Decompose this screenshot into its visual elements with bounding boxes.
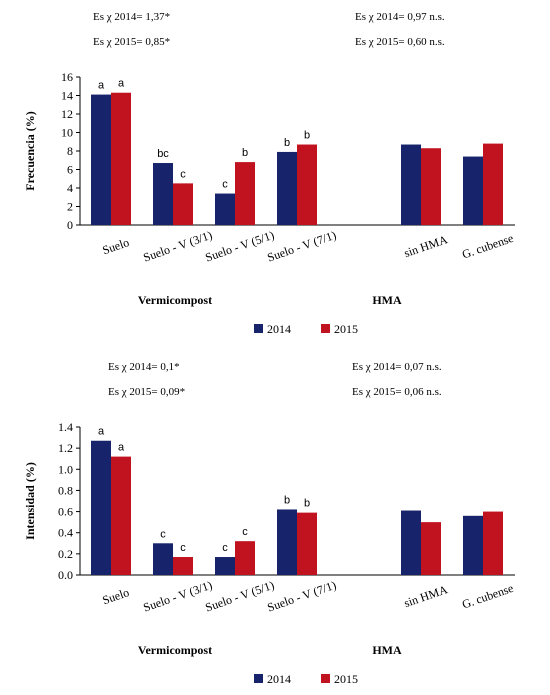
chart2-bar-2015-1 (111, 456, 131, 575)
chart1-y-tick-label: 6 (67, 163, 73, 177)
chart2-bar-2014-1 (91, 440, 111, 575)
chart2-bar-2015-3 (235, 541, 255, 575)
chart1-bar-2014-7 (463, 156, 483, 225)
chart1-legend-label-2015: 2015 (334, 322, 358, 336)
chart1-significance-letter: c (222, 179, 228, 191)
chart1-y-tick-label: 2 (67, 200, 73, 214)
chart1-significance-letter: b (304, 130, 310, 142)
chart2-group-label-2: HMA (372, 643, 402, 657)
chart2-y-tick-label: 0.2 (58, 547, 73, 561)
chart2-stat-text-4: Es χ 2015= 0,06 n.s. (352, 386, 442, 398)
chart2-bar-2014-6 (401, 510, 421, 575)
chart1-bar-2014-6 (401, 144, 421, 225)
chart1-x-tick-label: sin HMA (402, 232, 449, 260)
chart1-stat-text-1: Es χ 2014= 1,37* (93, 11, 170, 23)
chart1-significance-letter: c (180, 168, 186, 180)
chart2-x-tick-label: sin HMA (402, 582, 449, 610)
chart1-y-tick-label: 10 (61, 126, 73, 140)
chart2-stat-text-1: Es χ 2014= 0,1* (108, 361, 180, 373)
chart2-group-label-1: Vermicompost (138, 643, 212, 657)
chart1-bar-2014-3 (215, 193, 235, 225)
chart2-y-tick-label: 0.0 (58, 568, 73, 582)
chart2-stat-text-3: Es χ 2014= 0,07 n.s. (352, 361, 442, 373)
chart1-group-label-2: HMA (372, 293, 402, 307)
chart2-x-tick-label: Suelo - V (5/1) (203, 578, 276, 615)
chart1-significance-letter: b (242, 147, 248, 159)
chart2-y-tick-label: 0.4 (58, 526, 73, 540)
chart1-legend-label-2014: 2014 (267, 322, 291, 336)
chart2-y-tick-label: 0.8 (58, 483, 73, 497)
chart2-legend-label-2014: 2014 (267, 672, 291, 686)
chart2-bar-2015-6 (421, 522, 441, 575)
chart1-bar-2015-3 (235, 162, 255, 225)
chart2-x-tick-label: Suelo (100, 585, 130, 607)
chart1-stat-text-4: Es χ 2015= 0,60 n.s. (355, 36, 445, 48)
chart1-y-tick-label: 0 (67, 218, 73, 232)
chart2-x-tick-label: G. cubense (460, 581, 515, 612)
chart2-x-tick-label: Suelo - V (7/1) (265, 578, 338, 615)
chart1-x-tick-label: Suelo - V (7/1) (265, 228, 338, 265)
chart1-group-label-1: Vermicompost (138, 293, 212, 307)
chart1-y-tick-label: 12 (61, 107, 73, 121)
chart1-stat-text-2: Es χ 2015= 0,85* (93, 36, 170, 48)
chart2-bar-2015-2 (173, 557, 193, 575)
chart2-bar-2015-7 (483, 511, 503, 575)
chart1-x-tick-label: G. cubense (460, 231, 515, 262)
chart1-x-tick-label: Suelo - V (3/1) (141, 228, 214, 265)
chart1-significance-letter: bc (157, 148, 169, 160)
chart2-significance-letter: c (160, 528, 166, 540)
chart1-y-tick-label: 8 (67, 144, 73, 158)
chart2-legend-swatch-2015 (321, 674, 330, 683)
chart1-bar-2015-1 (111, 92, 131, 225)
chart1-bar-2015-2 (173, 183, 193, 225)
chart1-x-tick-label: Suelo (100, 235, 130, 257)
chart2-y-tick-label: 1.0 (58, 462, 73, 476)
chart1-x-tick-label: Suelo - V (5/1) (203, 228, 276, 265)
chart2-significance-letter: a (98, 426, 105, 438)
chart2-significance-letter: c (222, 542, 228, 554)
chart2-x-tick-label: Suelo - V (3/1) (141, 578, 214, 615)
chart1-significance-letter: a (98, 80, 105, 92)
chart2-stat-text-2: Es χ 2015= 0,09* (108, 386, 185, 398)
chart2-significance-letter: b (304, 498, 310, 510)
chart2-significance-letter: c (242, 526, 248, 538)
chart2-bar-2015-4 (297, 512, 317, 575)
chart2-significance-letter: c (180, 542, 186, 554)
chart1-bar-2015-7 (483, 143, 503, 225)
chart1-y-tick-label: 4 (67, 181, 73, 195)
chart2-y-tick-label: 1.4 (58, 420, 73, 434)
chart2-legend-swatch-2014 (254, 674, 263, 683)
chart1-bar-2015-4 (297, 144, 317, 225)
chart1-bar-2015-6 (421, 148, 441, 225)
chart2-significance-letter: b (284, 494, 290, 506)
chart2-bar-2014-3 (215, 557, 235, 575)
chart1-significance-letter: b (284, 137, 290, 149)
chart1-stat-text-3: Es χ 2014= 0,97 n.s. (355, 11, 445, 23)
chart2-significance-letter: a (118, 442, 125, 454)
chart2-bar-2014-4 (277, 509, 297, 575)
chart2-y-axis-title: Intensidad (%) (23, 462, 37, 540)
chart2-y-tick-label: 0.6 (58, 505, 73, 519)
chart1-bar-2014-1 (91, 94, 111, 225)
chart2-y-tick-label: 1.2 (58, 441, 73, 455)
chart1-legend-swatch-2015 (321, 324, 330, 333)
chart1-bar-2014-4 (277, 151, 297, 225)
chart1-y-tick-label: 14 (61, 89, 73, 103)
chart1-bar-2014-2 (153, 163, 173, 225)
chart1-y-tick-label: 16 (61, 70, 73, 84)
chart2-legend-label-2015: 2015 (334, 672, 358, 686)
chart1-significance-letter: a (118, 78, 125, 90)
chart1-y-axis-title: Frecuencia (%) (23, 111, 37, 190)
chart2-bar-2014-7 (463, 515, 483, 575)
chart1-legend-swatch-2014 (254, 324, 263, 333)
chart2-bar-2014-2 (153, 543, 173, 575)
